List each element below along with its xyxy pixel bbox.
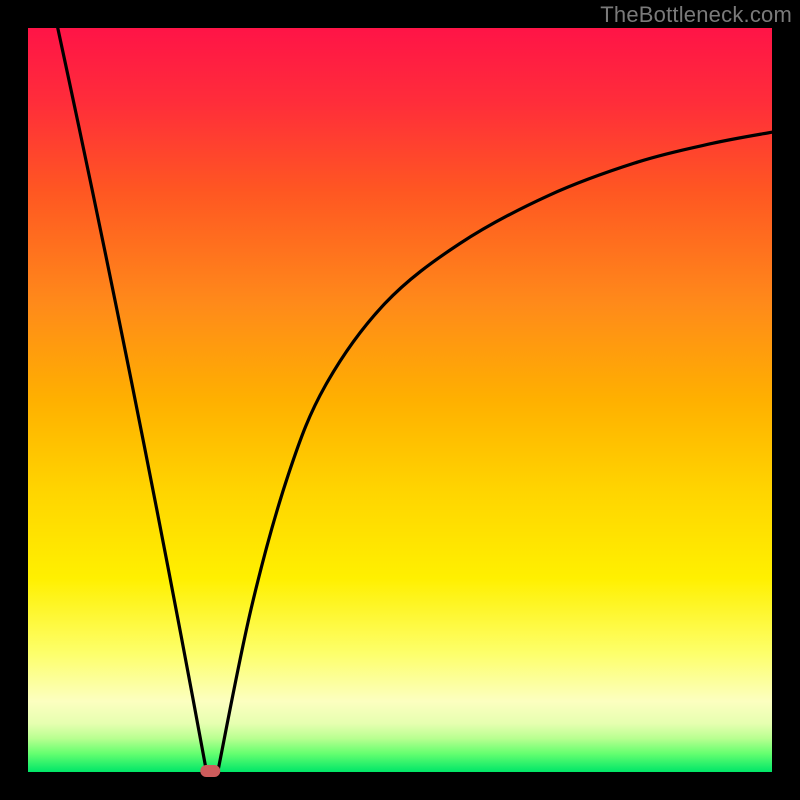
chart-canvas: TheBottleneck.com [0, 0, 800, 800]
watermark-text: TheBottleneck.com [600, 2, 792, 28]
plot-gradient-background [28, 28, 772, 772]
optimal-point-marker [200, 765, 220, 777]
bottleneck-chart-svg [0, 0, 800, 800]
